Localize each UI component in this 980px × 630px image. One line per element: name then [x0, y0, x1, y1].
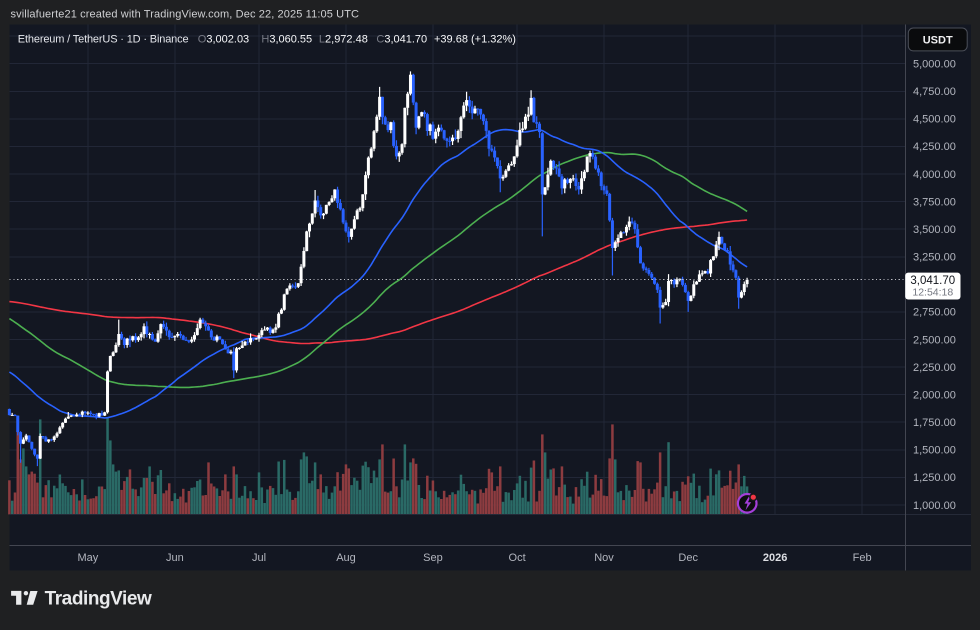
- svg-text:Aug: Aug: [336, 552, 356, 564]
- svg-text:USDT: USDT: [923, 35, 953, 47]
- svg-text:4,000.00: 4,000.00: [913, 169, 956, 181]
- svg-text:H3,060.55: H3,060.55: [261, 33, 312, 45]
- svg-text:Nov: Nov: [594, 552, 614, 564]
- svg-text:Jun: Jun: [166, 552, 184, 564]
- svg-text:1,000.00: 1,000.00: [913, 500, 956, 512]
- svg-text:Sep: Sep: [423, 552, 443, 564]
- svg-text:2,000.00: 2,000.00: [913, 390, 956, 402]
- svg-text:Jul: Jul: [252, 552, 266, 564]
- svg-text:Feb: Feb: [853, 552, 872, 564]
- svg-text:3,041.70: 3,041.70: [910, 275, 955, 287]
- svg-text:2,750.00: 2,750.00: [913, 307, 956, 319]
- svg-text:O3,002.03: O3,002.03: [198, 33, 249, 45]
- svg-text:4,750.00: 4,750.00: [913, 86, 956, 98]
- svg-text:4,250.00: 4,250.00: [913, 141, 956, 153]
- svg-text:2,500.00: 2,500.00: [913, 334, 956, 346]
- svg-text:2,250.00: 2,250.00: [913, 362, 956, 374]
- svg-text:TradingView: TradingView: [45, 588, 152, 609]
- svg-text:Dec: Dec: [678, 552, 698, 564]
- svg-text:1,250.00: 1,250.00: [913, 472, 956, 484]
- svg-text:May: May: [78, 552, 99, 564]
- svg-text:4,500.00: 4,500.00: [913, 114, 956, 126]
- svg-text:12:54:18: 12:54:18: [912, 286, 953, 298]
- svg-text:3,500.00: 3,500.00: [913, 224, 956, 236]
- svg-text:Oct: Oct: [509, 552, 526, 564]
- svg-text:Ethereum / TetherUS · 1D · Bin: Ethereum / TetherUS · 1D · Binance: [18, 33, 189, 45]
- svg-text:1,500.00: 1,500.00: [913, 445, 956, 457]
- svg-text:svillafuerte21 created with Tr: svillafuerte21 created with TradingView.…: [11, 9, 360, 21]
- svg-text:2026: 2026: [763, 552, 787, 564]
- svg-text:C3,041.70: C3,041.70: [376, 33, 427, 45]
- svg-text:3,250.00: 3,250.00: [913, 252, 956, 264]
- svg-text:3,750.00: 3,750.00: [913, 196, 956, 208]
- svg-text:5,000.00: 5,000.00: [913, 59, 956, 71]
- svg-text:+39.68 (+1.32%): +39.68 (+1.32%): [434, 33, 516, 45]
- svg-text:1,750.00: 1,750.00: [913, 417, 956, 429]
- svg-text:L2,972.48: L2,972.48: [319, 33, 368, 45]
